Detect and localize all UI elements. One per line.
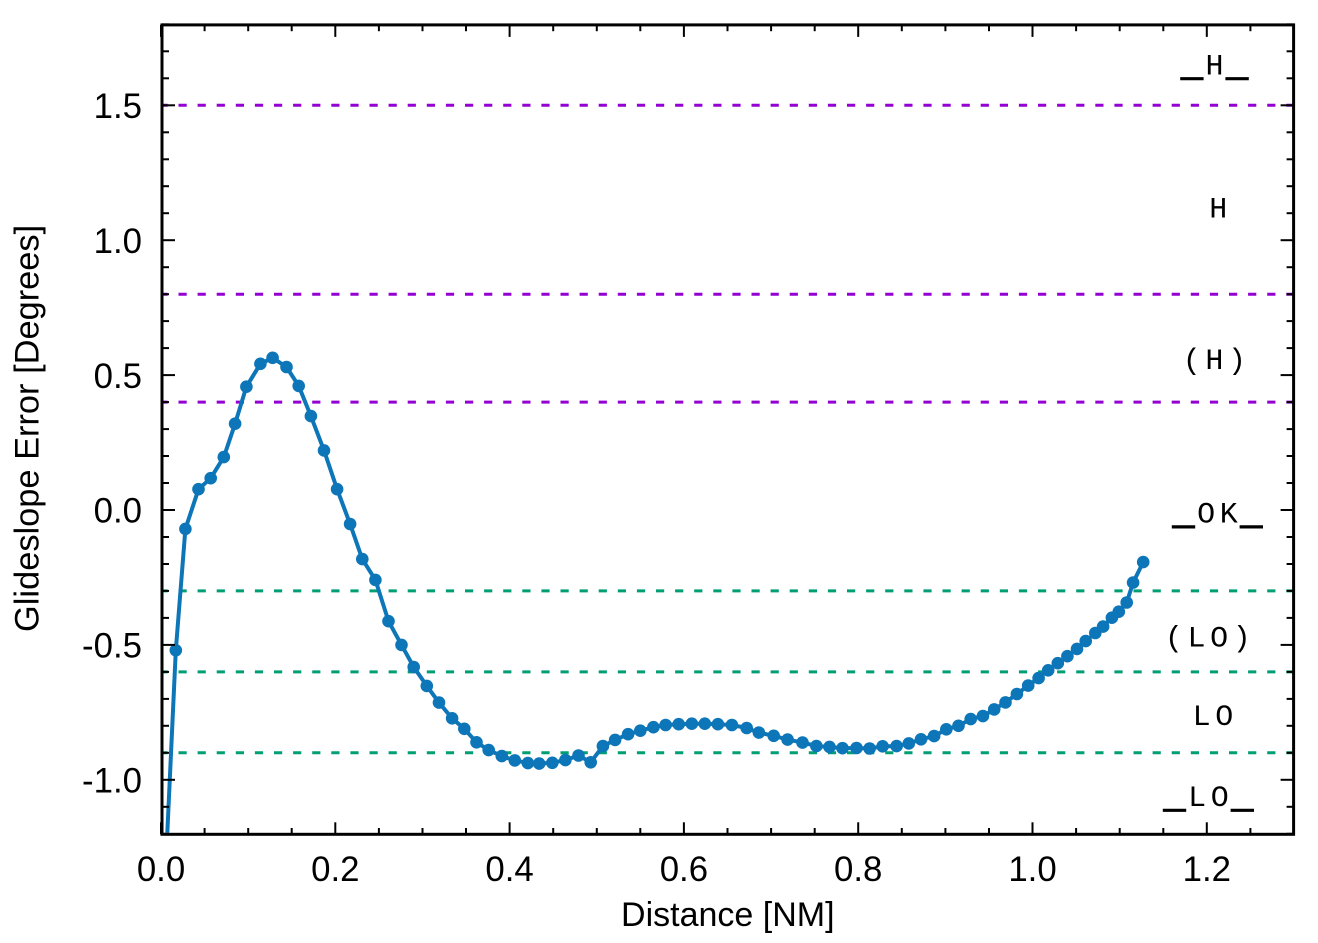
svg-text:1.0: 1.0 xyxy=(1008,850,1056,889)
svg-text:0.0: 0.0 xyxy=(94,492,142,531)
svg-text:O: O xyxy=(1197,499,1215,533)
svg-text:L: L xyxy=(1188,782,1206,816)
svg-text:): ) xyxy=(1233,622,1251,656)
svg-text:O: O xyxy=(1215,701,1233,735)
svg-text:1.5: 1.5 xyxy=(94,87,142,126)
svg-text:L: L xyxy=(1187,622,1205,656)
svg-text:-1.0: -1.0 xyxy=(82,762,142,801)
svg-text:H: H xyxy=(1205,50,1223,84)
svg-text:0.5: 0.5 xyxy=(94,357,142,396)
svg-text:O: O xyxy=(1211,782,1229,816)
svg-text:0.4: 0.4 xyxy=(485,850,533,889)
svg-text:H: H xyxy=(1209,194,1227,228)
svg-text:0.6: 0.6 xyxy=(660,850,708,889)
svg-text:(: ( xyxy=(1183,345,1201,379)
svg-text:Distance [NM]: Distance [NM] xyxy=(621,896,835,934)
svg-text:0.8: 0.8 xyxy=(834,850,882,889)
svg-text:-0.5: -0.5 xyxy=(82,627,142,666)
svg-text:1.0: 1.0 xyxy=(94,222,142,261)
svg-text:(: ( xyxy=(1165,622,1183,656)
svg-text:0.0: 0.0 xyxy=(137,850,185,889)
svg-text:L: L xyxy=(1193,701,1211,735)
svg-text:O: O xyxy=(1210,622,1228,656)
svg-text:H: H xyxy=(1205,345,1223,379)
svg-text:K: K xyxy=(1220,499,1238,533)
svg-text:1.2: 1.2 xyxy=(1183,850,1231,889)
svg-text:): ) xyxy=(1228,345,1246,379)
svg-text:0.2: 0.2 xyxy=(311,850,359,889)
svg-text:Glideslope Error [Degrees]: Glideslope Error [Degrees] xyxy=(9,225,47,632)
